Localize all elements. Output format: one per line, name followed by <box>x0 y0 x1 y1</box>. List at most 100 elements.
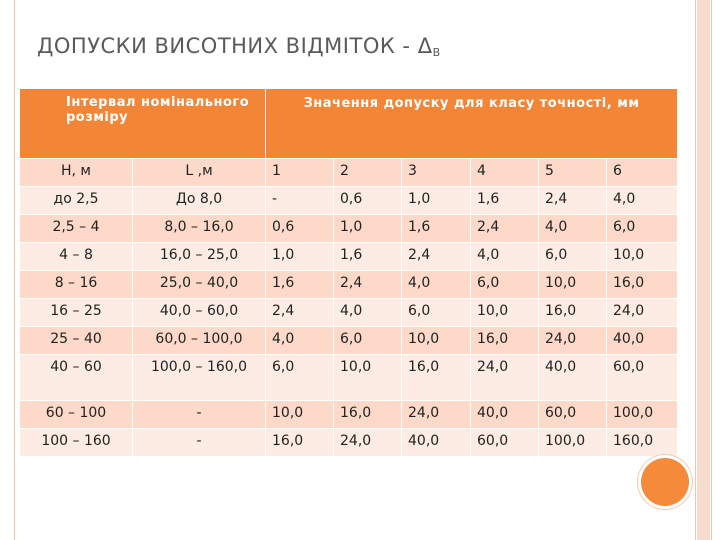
table-cell: 24,0 <box>538 326 608 355</box>
slide-title-main: ДОПУСКИ ВИСОТНИХ ВІДМІТОК - Δ <box>37 34 433 58</box>
table-cell: 24,0 <box>470 354 540 401</box>
table-cell: 4 – 8 <box>19 242 133 271</box>
slide-frame <box>14 0 696 540</box>
table-cell: 2,4 <box>538 186 608 215</box>
table-cell: 8,0 – 16,0 <box>131 214 267 243</box>
table-cell: 8 – 16 <box>19 270 133 299</box>
table-cell: 60,0 <box>606 354 679 401</box>
table-cell: 40,0 – 60,0 <box>131 298 267 327</box>
header-interval: Інтервал номінального розміру <box>18 88 267 159</box>
table-row: 100 – 160-16,0 24,0 40,0 60,0 100,0 160,0 <box>19 428 679 457</box>
subheader-cell: 3 <box>401 158 472 187</box>
table-cell: 60,0 <box>538 400 608 429</box>
table-cell: 40,0 <box>606 326 679 355</box>
subheader-cell: 6 <box>606 158 679 187</box>
table-cell: - <box>131 400 267 429</box>
table-row: 2,5 – 4 8,0 – 16,0 0,6 1,0 1,6 2,4 4,0 6,0 <box>19 214 679 243</box>
table-row: 25 – 40 60,0 – 100,0 4,0 6,0 10,0 16,0 24,0 40,… <box>19 326 679 355</box>
table-row: 16 – 25 40,0 – 60,0 2,4 4,0 6,0 10,0 16,0 24,0 <box>19 298 679 327</box>
table-cell: 160,0 <box>606 428 679 457</box>
table-cell: 2,5 – 4 <box>19 214 133 243</box>
table-cell: 4,0 <box>333 298 403 327</box>
decorative-circle <box>641 458 689 506</box>
table-cell: 40,0 <box>538 354 608 401</box>
table-cell: 16,0 <box>333 400 403 429</box>
table-cell: 24,0 <box>606 298 679 327</box>
table-cell: 16,0 <box>538 298 608 327</box>
tolerance-table: Інтервал номінального розміру Значення д… <box>18 88 679 457</box>
subheader-cell: Н, м <box>19 158 133 187</box>
header-values: Значення допуску для класу точності, мм <box>265 88 679 159</box>
table-cell: 10,0 <box>265 400 335 429</box>
table-cell: - <box>265 186 335 215</box>
table-cell: До 8,0 <box>131 186 267 215</box>
subheader-cell: 5 <box>538 158 608 187</box>
table-cell: 40,0 <box>470 400 540 429</box>
table-cell: 10,0 <box>538 270 608 299</box>
table-cell: 2,4 <box>265 298 335 327</box>
table-cell: 24,0 <box>333 428 403 457</box>
table-row: 60 – 100-10,0 16,0 24,0 40,0 60,0 100,0 <box>19 400 679 429</box>
table-row: 4 – 8 16,0 – 25,0 1,0 1,6 2,4 4,0 6,0 10,0 <box>19 242 679 271</box>
table-cell: 16,0 <box>606 270 679 299</box>
table-cell: 1,6 <box>401 214 472 243</box>
slide-title: ДОПУСКИ ВИСОТНИХ ВІДМІТОК - ΔВ <box>37 34 441 59</box>
table-cell: 100 – 160 <box>19 428 133 457</box>
table-cell: 60,0 – 100,0 <box>131 326 267 355</box>
table-cell: 16,0 <box>401 354 472 401</box>
table-cell: - <box>131 428 267 457</box>
table-cell: 1,0 <box>265 242 335 271</box>
table-cell: 6,0 <box>538 242 608 271</box>
table-row: 40 – 60 100,0 – 160,0 6,0 10,0 16,0 24,0 40,0 6… <box>19 354 679 401</box>
table-cell: 60,0 <box>470 428 540 457</box>
table-cell: 6,0 <box>401 298 472 327</box>
table-cell: 4,0 <box>401 270 472 299</box>
table-cell: 25,0 – 40,0 <box>131 270 267 299</box>
table-cell: 4,0 <box>538 214 608 243</box>
table-cell: 16,0 <box>265 428 335 457</box>
table-cell: 10,0 <box>333 354 403 401</box>
table-cell: 10,0 <box>401 326 472 355</box>
table-cell: 4,0 <box>265 326 335 355</box>
table-cell: 10,0 <box>606 242 679 271</box>
table-cell: 0,6 <box>265 214 335 243</box>
subheader-cell: 2 <box>333 158 403 187</box>
table-cell: 6,0 <box>333 326 403 355</box>
table-cell: 2,4 <box>470 214 540 243</box>
table-cell: 40,0 <box>401 428 472 457</box>
table-cell: 1,0 <box>401 186 472 215</box>
table-cell: 100,0 <box>606 400 679 429</box>
table-cell: 4,0 <box>606 186 679 215</box>
table-row: до 2,5 До 8,0-0,6 1,0 1,6 2,4 4,0 <box>19 186 679 215</box>
subheader-cell: L ,м <box>131 158 267 187</box>
table-cell: 40 – 60 <box>19 354 133 401</box>
table-cell: 100,0 – 160,0 <box>131 354 267 401</box>
table-cell: 6,0 <box>265 354 335 401</box>
decorative-side-band <box>697 0 710 540</box>
table-cell: 1,0 <box>333 214 403 243</box>
table-cell: 10,0 <box>470 298 540 327</box>
table-cell: 16,0 <box>470 326 540 355</box>
table-cell: 1,6 <box>333 242 403 271</box>
subheader-cell: 4 <box>470 158 540 187</box>
decorative-side-line <box>711 0 712 540</box>
table-cell: 1,6 <box>470 186 540 215</box>
table-cell: 25 – 40 <box>19 326 133 355</box>
table-cell: 2,4 <box>333 270 403 299</box>
table-cell: 6,0 <box>470 270 540 299</box>
table-cell: 2,4 <box>401 242 472 271</box>
table-cell: до 2,5 <box>19 186 133 215</box>
table-cell: 0,6 <box>333 186 403 215</box>
table-row: 8 – 16 25,0 – 40,0 1,6 2,4 4,0 6,0 10,0 16,0 <box>19 270 679 299</box>
table-cell: 16 – 25 <box>19 298 133 327</box>
table-cell: 6,0 <box>606 214 679 243</box>
slide-title-subscript: В <box>432 46 441 59</box>
table-cell: 16,0 – 25,0 <box>131 242 267 271</box>
table-cell: 1,6 <box>265 270 335 299</box>
table-cell: 60 – 100 <box>19 400 133 429</box>
subheader-cell: 1 <box>265 158 335 187</box>
table-cell: 100,0 <box>538 428 608 457</box>
table-cell: 4,0 <box>470 242 540 271</box>
